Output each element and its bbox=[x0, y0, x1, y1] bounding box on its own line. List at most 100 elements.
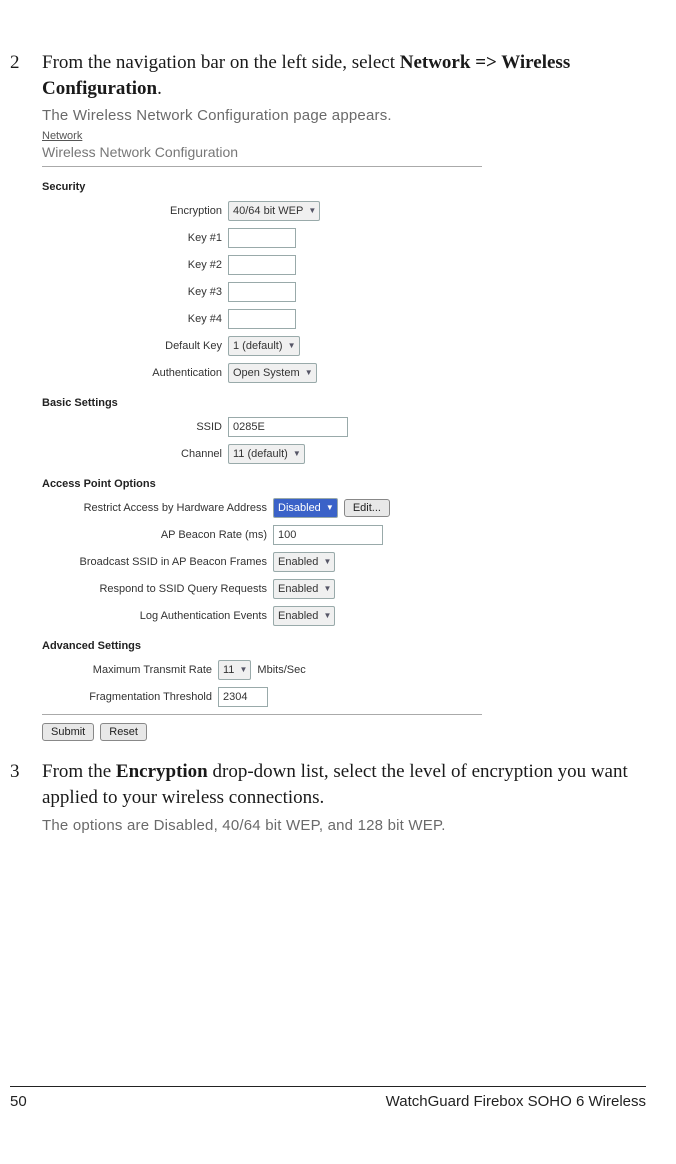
basic-section: Basic Settings SSID 0285E Channel 11 (de… bbox=[42, 397, 482, 464]
row-frag: Fragmentation Threshold 2304 bbox=[42, 687, 482, 707]
broadcast-value: Enabled bbox=[278, 556, 318, 568]
restrict-label: Restrict Access by Hardware Address bbox=[42, 502, 267, 514]
chevron-down-icon: ▼ bbox=[323, 584, 331, 593]
defaultkey-label: Default Key bbox=[42, 340, 222, 352]
config-screenshot: Network Wireless Network Configuration S… bbox=[42, 130, 482, 741]
step2-bold-network: Network bbox=[400, 52, 471, 73]
respond-label: Respond to SSID Query Requests bbox=[42, 583, 267, 595]
chevron-down-icon: ▼ bbox=[308, 206, 316, 215]
divider bbox=[42, 714, 482, 715]
key4-input[interactable] bbox=[228, 309, 296, 329]
chevron-down-icon: ▼ bbox=[288, 341, 296, 350]
step-body: From the Encryption drop-down list, sele… bbox=[42, 759, 646, 810]
frag-label: Fragmentation Threshold bbox=[42, 691, 212, 703]
defaultkey-select[interactable]: 1 (default) ▼ bbox=[228, 336, 300, 356]
security-header: Security bbox=[42, 181, 482, 193]
key2-input[interactable] bbox=[228, 255, 296, 275]
chevron-down-icon: ▼ bbox=[326, 503, 334, 512]
step3-text-pre: From the bbox=[42, 761, 116, 782]
row-channel: Channel 11 (default) ▼ bbox=[42, 444, 482, 464]
step3-result: The options are Disabled, 40/64 bit WEP,… bbox=[42, 817, 646, 834]
step-number: 3 bbox=[10, 759, 42, 810]
auth-select[interactable]: Open System ▼ bbox=[228, 363, 317, 383]
step-number: 2 bbox=[10, 50, 42, 101]
step2-text-pre: From the navigation bar on the left side… bbox=[42, 52, 400, 73]
form-buttons: Submit Reset bbox=[42, 723, 482, 741]
footer-row: 50 WatchGuard Firebox SOHO 6 Wireless bbox=[10, 1093, 646, 1110]
channel-select[interactable]: 11 (default) ▼ bbox=[228, 444, 305, 464]
maxrate-unit: Mbits/Sec bbox=[257, 664, 305, 676]
ap-header: Access Point Options bbox=[42, 478, 482, 490]
maxrate-value: 11 bbox=[223, 664, 234, 676]
respond-select[interactable]: Enabled ▼ bbox=[273, 579, 335, 599]
row-ssid: SSID 0285E bbox=[42, 417, 482, 437]
row-defaultkey: Default Key 1 (default) ▼ bbox=[42, 336, 482, 356]
page-footer: 50 WatchGuard Firebox SOHO 6 Wireless bbox=[10, 1086, 646, 1110]
broadcast-select[interactable]: Enabled ▼ bbox=[273, 552, 335, 572]
key2-label: Key #2 bbox=[42, 259, 222, 271]
key3-label: Key #3 bbox=[42, 286, 222, 298]
step2-arrow: => bbox=[470, 52, 501, 73]
row-key4: Key #4 bbox=[42, 309, 482, 329]
footer-title: WatchGuard Firebox SOHO 6 Wireless bbox=[386, 1093, 646, 1110]
respond-value: Enabled bbox=[278, 583, 318, 595]
row-maxrate: Maximum Transmit Rate 11 ▼ Mbits/Sec bbox=[42, 660, 482, 680]
log-select[interactable]: Enabled ▼ bbox=[273, 606, 335, 626]
ssid-label: SSID bbox=[42, 421, 222, 433]
channel-value: 11 (default) bbox=[233, 448, 288, 460]
key3-input[interactable] bbox=[228, 282, 296, 302]
row-log: Log Authentication Events Enabled ▼ bbox=[42, 606, 482, 626]
row-key1: Key #1 bbox=[42, 228, 482, 248]
key1-input[interactable] bbox=[228, 228, 296, 248]
breadcrumb-network[interactable]: Network bbox=[42, 130, 482, 142]
chevron-down-icon: ▼ bbox=[293, 449, 301, 458]
restrict-select[interactable]: Disabled ▼ bbox=[273, 498, 338, 518]
step2-result: The Wireless Network Configuration page … bbox=[42, 107, 646, 124]
key4-label: Key #4 bbox=[42, 313, 222, 325]
log-label: Log Authentication Events bbox=[42, 610, 267, 622]
row-beacon: AP Beacon Rate (ms) 100 bbox=[42, 525, 482, 545]
auth-label: Authentication bbox=[42, 367, 222, 379]
page-number: 50 bbox=[10, 1093, 27, 1110]
row-auth: Authentication Open System ▼ bbox=[42, 363, 482, 383]
step-body: From the navigation bar on the left side… bbox=[42, 50, 646, 101]
encryption-value: 40/64 bit WEP bbox=[233, 205, 303, 217]
chevron-down-icon: ▼ bbox=[305, 368, 313, 377]
chevron-down-icon: ▼ bbox=[240, 665, 248, 674]
row-respond: Respond to SSID Query Requests Enabled ▼ bbox=[42, 579, 482, 599]
broadcast-label: Broadcast SSID in AP Beacon Frames bbox=[42, 556, 267, 568]
beacon-input[interactable]: 100 bbox=[273, 525, 383, 545]
advanced-header: Advanced Settings bbox=[42, 640, 482, 652]
frag-input[interactable]: 2304 bbox=[218, 687, 268, 707]
key1-label: Key #1 bbox=[42, 232, 222, 244]
beacon-label: AP Beacon Rate (ms) bbox=[42, 529, 267, 541]
restrict-value: Disabled bbox=[278, 502, 321, 514]
maxrate-label: Maximum Transmit Rate bbox=[42, 664, 212, 676]
chevron-down-icon: ▼ bbox=[323, 611, 331, 620]
submit-button[interactable]: Submit bbox=[42, 723, 94, 741]
log-value: Enabled bbox=[278, 610, 318, 622]
footer-divider bbox=[10, 1086, 646, 1087]
divider bbox=[42, 166, 482, 167]
row-key3: Key #3 bbox=[42, 282, 482, 302]
row-encryption: Encryption 40/64 bit WEP ▼ bbox=[42, 201, 482, 221]
security-section: Security Encryption 40/64 bit WEP ▼ Key … bbox=[42, 181, 482, 383]
step-2: 2 From the navigation bar on the left si… bbox=[10, 50, 646, 101]
row-key2: Key #2 bbox=[42, 255, 482, 275]
auth-value: Open System bbox=[233, 367, 300, 379]
ap-section: Access Point Options Restrict Access by … bbox=[42, 478, 482, 626]
encryption-select[interactable]: 40/64 bit WEP ▼ bbox=[228, 201, 320, 221]
ssid-input[interactable]: 0285E bbox=[228, 417, 348, 437]
page-title: Wireless Network Configuration bbox=[42, 144, 482, 160]
step2-post: . bbox=[157, 78, 162, 99]
step3-bold-encryption: Encryption bbox=[116, 761, 208, 782]
maxrate-select[interactable]: 11 ▼ bbox=[218, 660, 251, 680]
encryption-label: Encryption bbox=[42, 205, 222, 217]
reset-button[interactable]: Reset bbox=[100, 723, 147, 741]
channel-label: Channel bbox=[42, 448, 222, 460]
chevron-down-icon: ▼ bbox=[323, 557, 331, 566]
basic-header: Basic Settings bbox=[42, 397, 482, 409]
row-restrict: Restrict Access by Hardware Address Disa… bbox=[42, 498, 482, 518]
edit-button[interactable]: Edit... bbox=[344, 499, 390, 517]
advanced-section: Advanced Settings Maximum Transmit Rate … bbox=[42, 640, 482, 707]
